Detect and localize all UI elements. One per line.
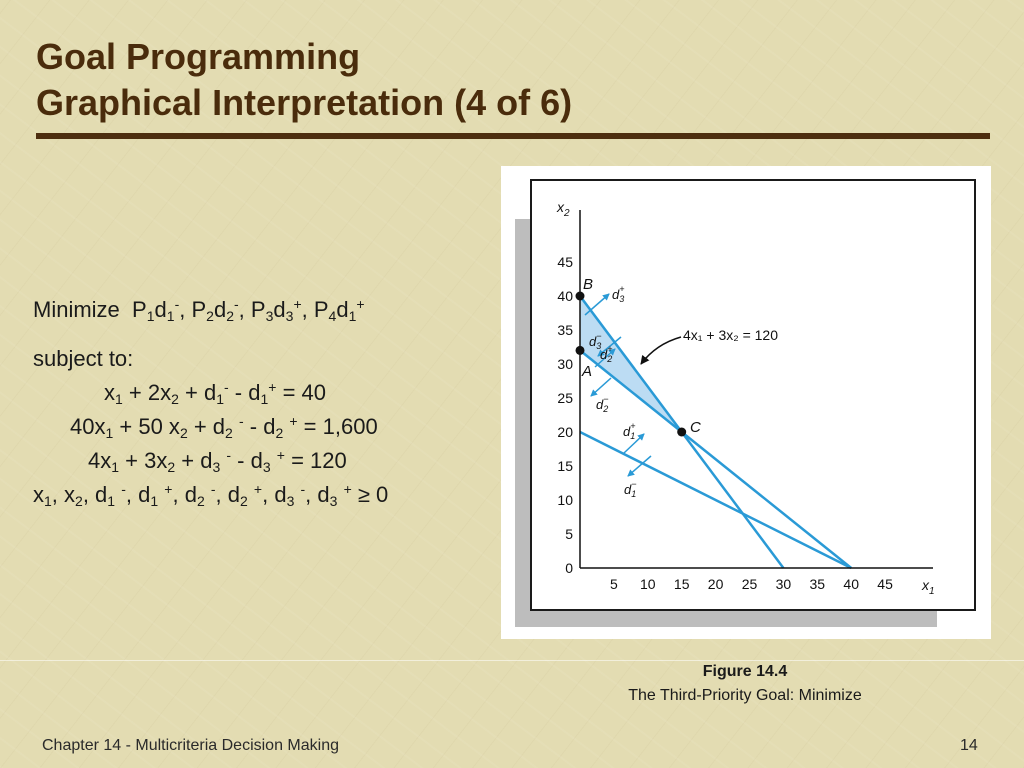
x-axis-title: x1 <box>921 577 935 597</box>
x-tick-label: 10 <box>640 576 656 592</box>
figure-caption-text: The Third-Priority Goal: Minimize <box>628 687 862 704</box>
y-tick-label: 35 <box>557 322 573 338</box>
y-tick-label: 30 <box>557 356 573 372</box>
figure-frame <box>530 179 976 611</box>
y-tick-label: 45 <box>557 254 573 270</box>
figure-panel: 0 5 10 15 20 25 30 35 40 45 5 10 15 20 25 30 35 40 45 x2 … <box>501 166 991 639</box>
subject-to-label: subject to: <box>33 346 134 371</box>
objective-verb: Minimize <box>33 297 120 322</box>
objective-term: P2d2- <box>191 296 239 324</box>
y-tick-label: 15 <box>557 458 573 474</box>
y-tick-label: 0 <box>565 560 573 576</box>
objective-function: Minimize P1d1-, P2d2-, P3d3+, P4d1+ <box>33 296 365 324</box>
slide-title: Goal Programming Graphical Interpretatio… <box>36 34 572 126</box>
objective-term: P1d1- <box>132 296 180 324</box>
d1-plus-arrow <box>623 433 645 454</box>
x-tick-label: 25 <box>742 576 758 592</box>
point-c <box>677 427 687 437</box>
x-tick-label: 45 <box>877 576 893 592</box>
slide-title-line2: Graphical Interpretation (4 of 6) <box>36 82 573 123</box>
x-tick-label: 40 <box>843 576 859 592</box>
x-tick-label: 20 <box>708 576 724 592</box>
point-b <box>575 291 585 301</box>
point-c-label: C <box>690 419 701 436</box>
footer-chapter: Chapter 14 - Multicriteria Decision Maki… <box>42 737 339 754</box>
point-a-label: A <box>581 363 592 380</box>
point-a <box>575 345 585 355</box>
nonnegativity-constraint: x1, x2, d1 -, d1 +, d2 -, d2 +, d3 -, d3… <box>33 481 389 509</box>
d2-minus-label: d2− <box>596 394 609 414</box>
slide-title-line1: Goal Programming <box>36 36 361 77</box>
line-label-arrow <box>640 336 682 365</box>
title-divider <box>36 133 990 139</box>
y-tick-label: 25 <box>557 390 573 406</box>
d3-plus-arrow <box>584 293 610 316</box>
d1-minus-label: d1− <box>624 479 637 499</box>
y-tick-label: 20 <box>557 424 573 440</box>
constraint-line-2 <box>579 349 852 569</box>
x-axis-ticks: 5 10 15 20 25 30 35 40 45 <box>610 576 893 592</box>
line-equation-label: 4x₁ + 3x₂ = 120 <box>683 327 778 343</box>
y-tick-label: 5 <box>565 526 573 542</box>
y-axis-ticks: 0 5 10 15 20 25 30 35 40 45 <box>557 254 573 576</box>
d2-plus-label: d2+ <box>600 344 613 364</box>
x-tick-label: 15 <box>674 576 690 592</box>
x-tick-label: 5 <box>610 576 618 592</box>
d3-plus-label: d3+ <box>612 284 625 304</box>
y-tick-label: 40 <box>557 288 573 304</box>
d3-minus-label: d3− <box>589 331 602 351</box>
objective-term: P4d1+ <box>313 296 365 324</box>
y-axis-title: x2 <box>556 199 570 219</box>
y-tick-label: 10 <box>557 492 573 508</box>
d1-minus-arrow <box>627 455 652 477</box>
x-tick-label: 35 <box>810 576 826 592</box>
d1-plus-label: d1+ <box>623 421 636 441</box>
constraint-line-1 <box>579 430 852 570</box>
objective-term: P3d3+ <box>250 296 302 324</box>
point-b-label: B <box>583 276 593 293</box>
d2-plus-arrow <box>594 348 616 368</box>
footer-divider <box>0 660 1024 661</box>
figure-caption-title: Figure 14.4 <box>702 663 788 680</box>
d3-minus-arrow <box>597 336 622 357</box>
constraint-row: 40x1 + 50 x2 + d2 - - d2 + = 1,600 <box>70 413 378 441</box>
d2-minus-arrow <box>590 377 612 397</box>
constraint-row: 4x1 + 3x2 + d3 - - d3 + = 120 <box>88 447 347 475</box>
footer-page-number: 14 <box>960 737 978 754</box>
x-tick-label: 30 <box>776 576 792 592</box>
constraint-row: x1 + 2x2 + d1- - d1+ = 40 <box>104 379 327 407</box>
